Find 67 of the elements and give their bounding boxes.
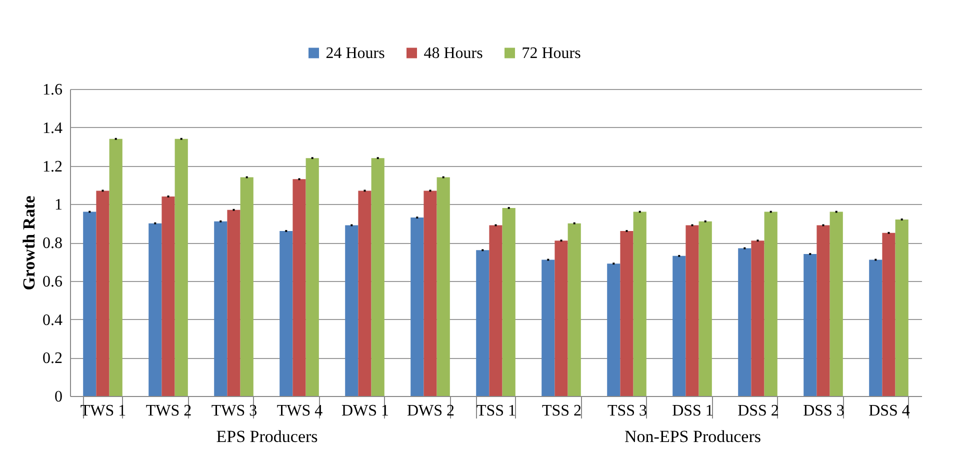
bar (292, 179, 306, 396)
bar (436, 177, 450, 396)
bar (620, 230, 634, 396)
y-tick-label: 1.2 (42, 158, 62, 176)
y-tick-label: 1.6 (42, 82, 62, 98)
bar (672, 256, 686, 396)
x-tick-label: TSS 2 (542, 402, 582, 420)
bar (554, 240, 568, 396)
bar (502, 208, 516, 396)
bar (345, 225, 358, 396)
y-tick-label: 1.4 (42, 120, 62, 137)
bar (804, 254, 817, 396)
y-tick-label: 1 (54, 196, 62, 214)
x-tick-label: TWS 3 (211, 402, 258, 420)
bar (358, 190, 372, 396)
bar (227, 210, 240, 396)
x-tick-label: DSS 2 (738, 402, 779, 420)
bar (306, 158, 319, 396)
x-tick-label: TWS 4 (276, 402, 323, 420)
x-axis-title: EPS Producers (216, 427, 318, 446)
bar (240, 177, 254, 396)
legend-label: 72 Hours (522, 45, 581, 62)
x-tick-label: DSS 1 (672, 402, 714, 420)
bar (633, 212, 646, 396)
bar (869, 260, 882, 396)
x-axis-title: Non-EPS Producers (624, 427, 761, 446)
y-axis-title: Growth Rate (20, 195, 38, 290)
x-tick-label: DSS 3 (803, 402, 844, 420)
bar (410, 218, 424, 396)
x-tick-label: TWS 1 (80, 402, 126, 420)
x-tick-label: DSS 4 (868, 402, 910, 420)
bar (751, 240, 764, 396)
x-tick-label: DWS 2 (406, 402, 455, 420)
bar (882, 232, 896, 396)
bar (830, 212, 843, 396)
y-tick-label: 0.4 (42, 312, 62, 329)
bar (895, 219, 908, 396)
bar (738, 248, 752, 396)
bar (371, 158, 384, 396)
bar (686, 225, 699, 396)
bar (489, 225, 502, 396)
bar (568, 223, 581, 396)
bar (280, 230, 293, 396)
y-tick-label: 0.6 (42, 273, 62, 290)
bar (83, 212, 96, 396)
bar (816, 225, 830, 396)
bar (764, 212, 778, 396)
bar (607, 264, 620, 396)
y-tick-label: 0.8 (42, 235, 62, 252)
y-tick-label: 0.2 (42, 350, 62, 368)
bar (424, 190, 437, 396)
x-tick-label: TWS 2 (146, 402, 192, 420)
x-tick-label: DWS 1 (341, 402, 390, 420)
bar (109, 138, 122, 396)
bar (542, 260, 555, 396)
legend-label: 24 Hours (326, 45, 385, 62)
legend-label: 48 Hours (424, 45, 483, 62)
bar (476, 250, 490, 396)
x-tick-label: TSS 1 (476, 402, 516, 420)
x-tick-label: TSS 3 (607, 402, 648, 420)
bar (174, 138, 188, 396)
bar (162, 196, 175, 396)
bar (148, 223, 162, 396)
bar (96, 190, 110, 396)
y-tick-label: 0 (54, 388, 62, 406)
bar (214, 221, 228, 396)
bar (698, 221, 712, 396)
